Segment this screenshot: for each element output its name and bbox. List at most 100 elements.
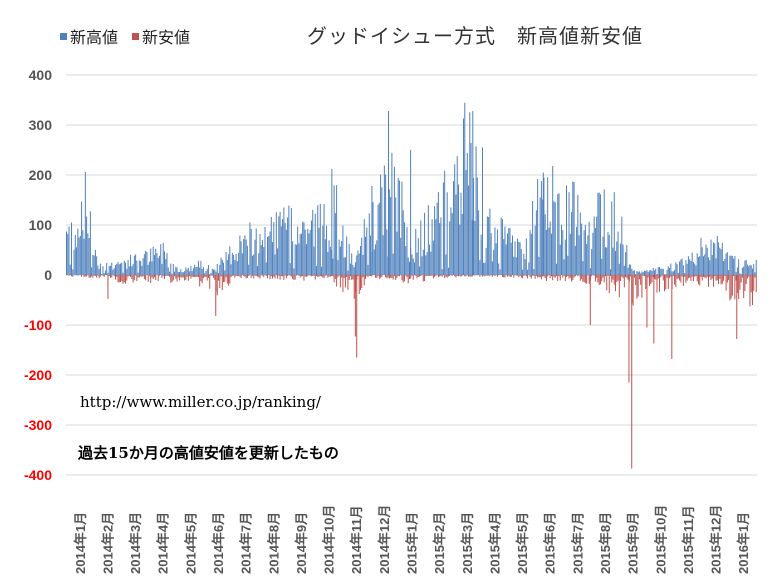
new-low-bar: [461, 275, 463, 276]
new-low-bar: [81, 275, 83, 277]
new-low-bar: [427, 275, 429, 276]
new-low-bar: [566, 275, 568, 278]
new-low-bar: [412, 275, 414, 280]
new-low-bar: [142, 275, 144, 277]
new-high-bar: [274, 254, 276, 275]
new-low-bar: [709, 275, 711, 277]
new-high-bar: [530, 233, 532, 275]
new-high-bar: [549, 221, 551, 275]
new-low-bar: [651, 275, 653, 283]
new-low-bar: [704, 275, 706, 278]
new-high-bar: [74, 234, 76, 275]
new-low-bar: [656, 275, 658, 293]
new-low-bar: [718, 275, 720, 285]
new-low-bar: [572, 275, 574, 281]
new-high-bar: [231, 252, 233, 275]
new-low-bar: [138, 275, 140, 278]
new-high-bar: [143, 254, 145, 275]
new-high-bar: [630, 264, 632, 275]
new-low-bar: [726, 275, 728, 283]
new-low-bar: [459, 275, 461, 276]
new-high-bar: [361, 237, 363, 275]
new-high-bar: [506, 233, 508, 275]
new-low-bar: [692, 275, 694, 282]
new-low-bar: [529, 275, 531, 277]
new-low-bar: [365, 275, 367, 279]
new-high-bar: [486, 216, 488, 275]
new-low-bar: [608, 275, 610, 294]
new-low-bar: [643, 275, 645, 277]
new-low-bar: [594, 275, 596, 282]
new-low-bar: [724, 275, 726, 277]
new-high-bar: [473, 178, 475, 275]
x-tick-label: 2014年5月: [183, 512, 198, 574]
new-high-bar: [357, 250, 359, 275]
new-high-bar: [333, 185, 335, 275]
new-low-bar: [170, 275, 172, 283]
new-low-bar: [305, 275, 307, 277]
new-high-bar: [681, 258, 683, 275]
new-high-bar: [422, 249, 424, 275]
new-low-bar: [157, 275, 159, 281]
new-high-bar: [666, 269, 668, 275]
new-low-bar: [171, 275, 173, 283]
new-high-bar: [524, 259, 526, 275]
new-high-bar: [626, 245, 628, 275]
new-low-bar: [295, 275, 297, 276]
new-low-bar: [214, 275, 216, 280]
new-high-bar: [657, 267, 659, 275]
new-low-bar: [228, 275, 230, 286]
new-high-bar: [499, 269, 501, 275]
new-high-bar: [346, 236, 348, 275]
new-high-bar: [708, 257, 710, 275]
new-high-bar: [309, 229, 311, 275]
new-low-spike-bar: [215, 275, 217, 316]
new-high-bar: [126, 268, 128, 275]
new-low-bar: [285, 275, 287, 279]
new-low-bar: [357, 275, 359, 277]
new-high-bar: [628, 264, 630, 275]
new-high-bar: [390, 197, 392, 275]
new-high-bar: [290, 207, 292, 275]
new-high-bar: [112, 269, 114, 275]
new-high-bar: [686, 263, 688, 275]
new-high-bar: [228, 254, 230, 275]
new-high-bar: [113, 268, 115, 275]
new-high-bar: [561, 224, 563, 275]
new-high-bar: [313, 246, 315, 275]
new-high-bar: [435, 219, 437, 275]
new-high-bar: [529, 230, 531, 275]
new-high-bar: [667, 266, 669, 275]
new-low-bar: [574, 275, 576, 277]
new-high-bar: [319, 203, 321, 275]
new-low-bar: [599, 275, 601, 285]
new-high-bar: [653, 270, 655, 275]
new-low-bar: [287, 275, 289, 277]
new-low-spike-bar: [646, 275, 648, 328]
new-high-bar: [233, 254, 235, 275]
new-high-bar: [148, 261, 150, 275]
new-low-bar: [113, 275, 115, 277]
new-high-bar: [464, 102, 466, 275]
new-high-bar: [376, 240, 378, 275]
new-low-bar: [108, 275, 110, 276]
new-high-bar: [449, 221, 451, 275]
new-low-bar: [439, 275, 441, 277]
new-low-bar: [519, 275, 521, 276]
new-high-bar: [373, 249, 375, 275]
new-high-bar: [564, 239, 566, 275]
new-low-bar: [351, 275, 353, 280]
y-tick-label: 100: [29, 217, 53, 233]
new-low-bar: [361, 275, 363, 288]
new-low-bar: [617, 275, 619, 281]
legend-swatch-new-lows: [132, 32, 140, 40]
new-low-bar: [587, 275, 589, 276]
new-high-bar: [73, 249, 75, 275]
y-tick-label: 0: [44, 267, 52, 283]
new-high-bar: [461, 213, 463, 275]
new-low-bar: [422, 275, 424, 282]
new-high-bar: [253, 254, 255, 275]
new-high-bar: [718, 242, 720, 275]
new-high-bar: [187, 268, 189, 275]
new-low-bar: [202, 275, 204, 279]
